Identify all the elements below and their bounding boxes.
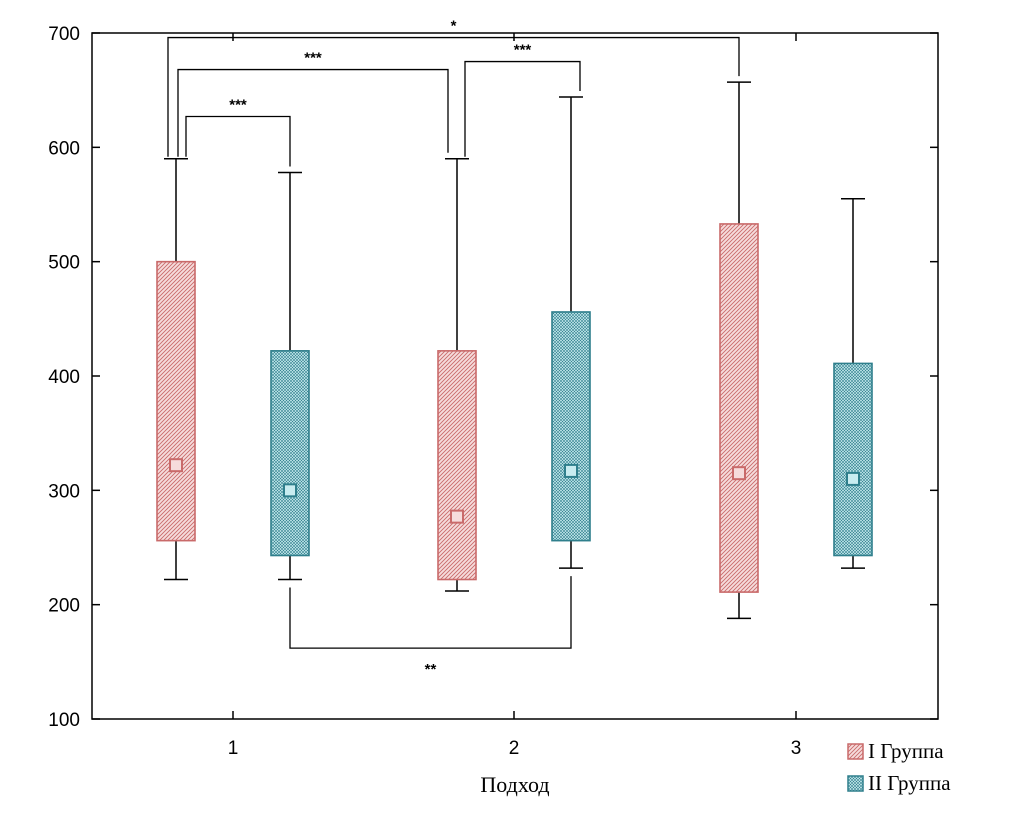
significance-bracket — [464, 60, 581, 157]
y-tick-label: 400 — [48, 367, 80, 388]
median-marker-g2 — [846, 471, 860, 486]
legend-label-g1: I Группа — [868, 739, 944, 763]
median-marker-g2 — [283, 483, 297, 498]
legend: I Группа II Группа — [847, 739, 951, 795]
x-axis-title: Подход — [480, 772, 549, 797]
legend-swatch-g2 — [847, 775, 864, 792]
significance-bracket — [289, 576, 572, 649]
legend-label-g2: II Группа — [868, 771, 951, 795]
median-marker-g1 — [732, 466, 746, 481]
box-g1 — [437, 350, 477, 581]
median-marker-g2 — [564, 463, 578, 478]
whiskers — [164, 81, 865, 620]
x-tick-label: 1 — [228, 738, 239, 759]
box-g1 — [156, 260, 196, 542]
significance-bracket — [167, 36, 740, 157]
y-tick-label: 600 — [48, 138, 80, 159]
x-tick-label: 2 — [509, 738, 520, 759]
significance-label: *** — [304, 50, 322, 67]
x-tick-label: 3 — [791, 738, 802, 759]
significance-label: ** — [425, 661, 437, 678]
y-axis: 100 200 300 400 500 600 700 — [48, 24, 938, 731]
box-g2 — [833, 362, 873, 557]
significance-label: *** — [229, 96, 247, 113]
legend-swatch-g1 — [847, 743, 864, 760]
y-tick-label: 300 — [48, 481, 80, 502]
legend-item-g2: II Группа — [847, 771, 951, 795]
significance-label: * — [451, 18, 457, 35]
boxes — [156, 223, 873, 593]
y-tick-label: 500 — [48, 253, 80, 274]
significance-label: *** — [514, 42, 532, 59]
box-g2 — [551, 311, 591, 542]
significance-brackets: ****** ****** — [167, 18, 740, 678]
y-tick-label: 700 — [48, 24, 80, 45]
significance-bracket — [185, 115, 291, 167]
box-g2 — [270, 350, 310, 557]
legend-item-g1: I Группа — [847, 739, 944, 763]
y-tick-label: 200 — [48, 596, 80, 617]
median-marker-g1 — [169, 458, 183, 473]
significance-bracket — [177, 68, 449, 157]
y-tick-label: 100 — [48, 710, 80, 731]
median-marker-g1 — [450, 509, 464, 524]
plot-area — [91, 32, 939, 720]
box-g1 — [719, 223, 759, 593]
median-markers — [169, 458, 860, 524]
